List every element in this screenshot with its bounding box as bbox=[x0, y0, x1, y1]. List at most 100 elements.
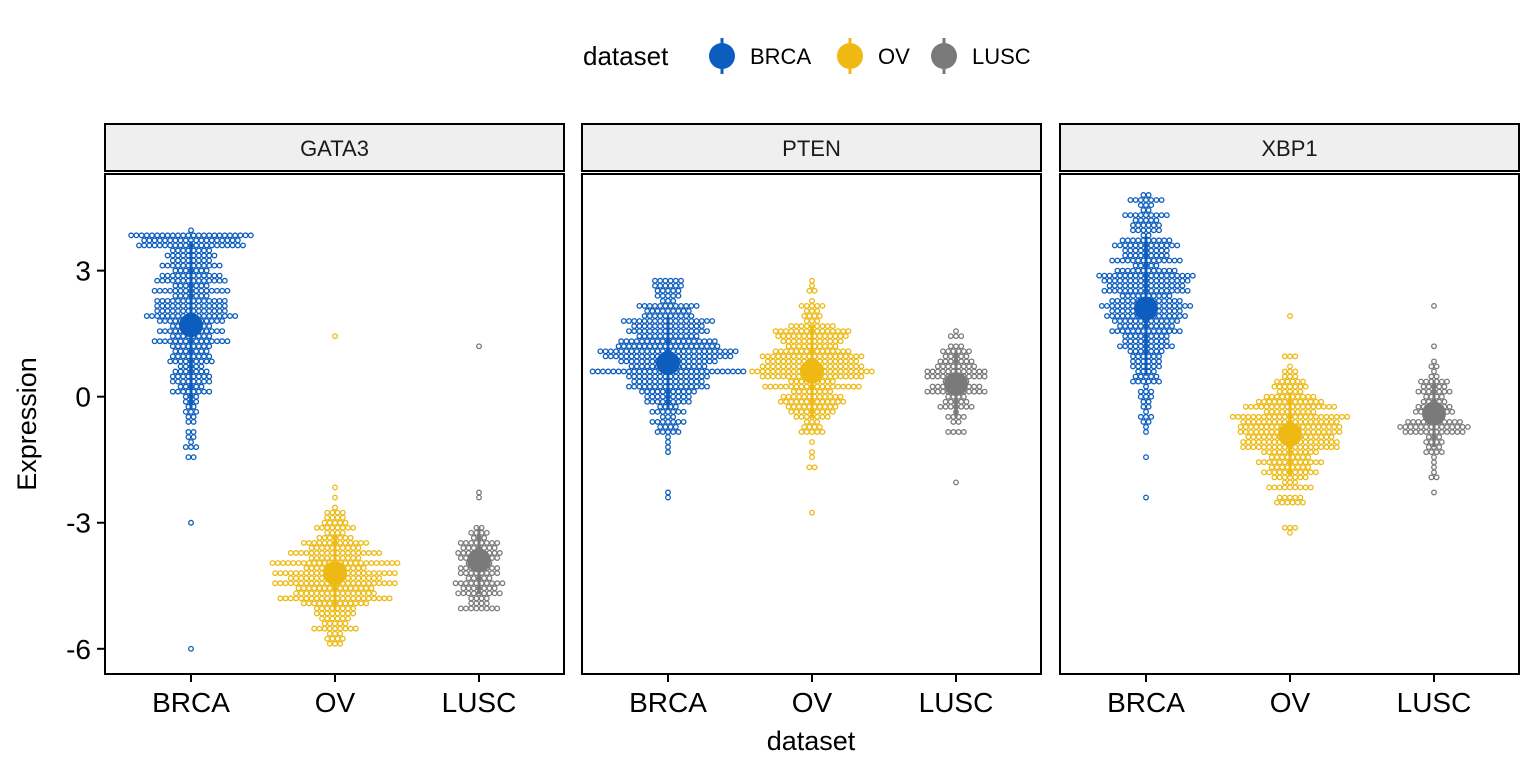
data-point bbox=[657, 277, 664, 284]
data-point bbox=[355, 550, 362, 556]
data-point bbox=[678, 333, 684, 340]
data-point bbox=[1431, 489, 1437, 496]
data-point bbox=[1148, 282, 1155, 289]
data-point bbox=[803, 318, 810, 325]
data-point bbox=[788, 383, 795, 390]
data-point bbox=[706, 353, 713, 360]
data-point bbox=[1245, 444, 1252, 451]
data-point bbox=[138, 232, 145, 239]
data-point bbox=[1166, 257, 1173, 264]
data-point bbox=[1137, 252, 1144, 259]
data-point bbox=[953, 343, 959, 350]
mean-point bbox=[944, 372, 968, 397]
data-point bbox=[1294, 454, 1301, 461]
data-point bbox=[468, 605, 475, 612]
data-point bbox=[1292, 368, 1299, 375]
data-point bbox=[1111, 282, 1118, 289]
data-point bbox=[1431, 343, 1437, 350]
data-point bbox=[1271, 474, 1278, 481]
data-point bbox=[767, 383, 774, 390]
data-point bbox=[195, 353, 202, 360]
data-point bbox=[1140, 403, 1147, 410]
data-point bbox=[1124, 297, 1131, 304]
data-point bbox=[172, 348, 179, 355]
data-point bbox=[483, 600, 490, 607]
data-point bbox=[1313, 469, 1319, 476]
data-point bbox=[167, 242, 174, 249]
data-point bbox=[483, 595, 490, 602]
data-point bbox=[633, 358, 640, 365]
data-point bbox=[345, 605, 351, 612]
data-point bbox=[832, 358, 839, 365]
data-point bbox=[206, 308, 213, 314]
mean-point bbox=[1422, 401, 1446, 426]
data-point bbox=[796, 358, 802, 365]
data-point bbox=[347, 534, 354, 541]
data-point bbox=[1318, 434, 1325, 440]
data-point bbox=[649, 408, 656, 415]
data-point bbox=[206, 353, 213, 360]
data-point bbox=[211, 232, 218, 239]
data-point bbox=[195, 262, 202, 269]
data-point bbox=[691, 338, 697, 345]
data-point bbox=[311, 585, 318, 592]
data-point bbox=[1336, 429, 1343, 435]
data-point bbox=[1250, 434, 1257, 440]
data-point bbox=[780, 333, 787, 340]
data-point bbox=[1274, 464, 1280, 471]
data-point bbox=[783, 383, 789, 390]
data-point bbox=[772, 383, 779, 390]
data-point bbox=[1457, 418, 1463, 425]
data-point bbox=[363, 585, 370, 592]
data-point bbox=[803, 348, 810, 355]
data-point bbox=[285, 560, 292, 567]
data-point bbox=[809, 318, 815, 325]
data-point bbox=[1130, 358, 1136, 365]
data-point bbox=[685, 338, 692, 345]
data-point bbox=[814, 398, 821, 405]
data-point bbox=[1119, 328, 1126, 335]
data-point bbox=[1313, 413, 1319, 420]
data-point bbox=[675, 338, 682, 345]
data-point bbox=[463, 605, 469, 612]
data-point bbox=[646, 343, 653, 350]
data-point bbox=[693, 378, 700, 385]
data-point bbox=[146, 237, 153, 244]
data-point bbox=[457, 580, 464, 587]
data-point bbox=[1117, 343, 1123, 350]
data-point bbox=[298, 570, 305, 577]
data-point bbox=[639, 388, 645, 395]
data-point bbox=[693, 368, 700, 375]
data-point bbox=[1179, 287, 1186, 294]
data-point bbox=[339, 509, 346, 516]
data-point bbox=[1135, 222, 1142, 229]
data-point bbox=[242, 232, 249, 239]
data-point bbox=[342, 534, 349, 541]
data-point bbox=[685, 358, 692, 365]
data-point bbox=[1289, 499, 1296, 506]
data-point bbox=[342, 539, 349, 546]
data-point bbox=[360, 580, 367, 587]
data-point bbox=[796, 353, 802, 360]
data-point bbox=[613, 348, 619, 355]
data-point bbox=[1281, 413, 1288, 420]
data-point bbox=[342, 519, 349, 526]
data-point bbox=[1428, 363, 1435, 370]
data-point bbox=[641, 318, 648, 325]
data-point bbox=[670, 338, 677, 345]
data-point bbox=[198, 237, 205, 244]
data-point bbox=[675, 287, 682, 294]
data-point bbox=[1158, 343, 1165, 350]
data-point bbox=[1284, 378, 1291, 385]
data-point bbox=[832, 373, 839, 380]
data-point bbox=[829, 323, 836, 330]
data-point bbox=[971, 373, 978, 380]
data-point bbox=[764, 363, 771, 370]
data-point bbox=[811, 464, 818, 471]
data-point bbox=[1111, 287, 1118, 294]
data-point bbox=[940, 348, 946, 355]
data-point bbox=[618, 358, 625, 365]
data-point bbox=[1237, 429, 1244, 435]
data-point bbox=[227, 232, 233, 239]
data-point bbox=[803, 308, 810, 314]
